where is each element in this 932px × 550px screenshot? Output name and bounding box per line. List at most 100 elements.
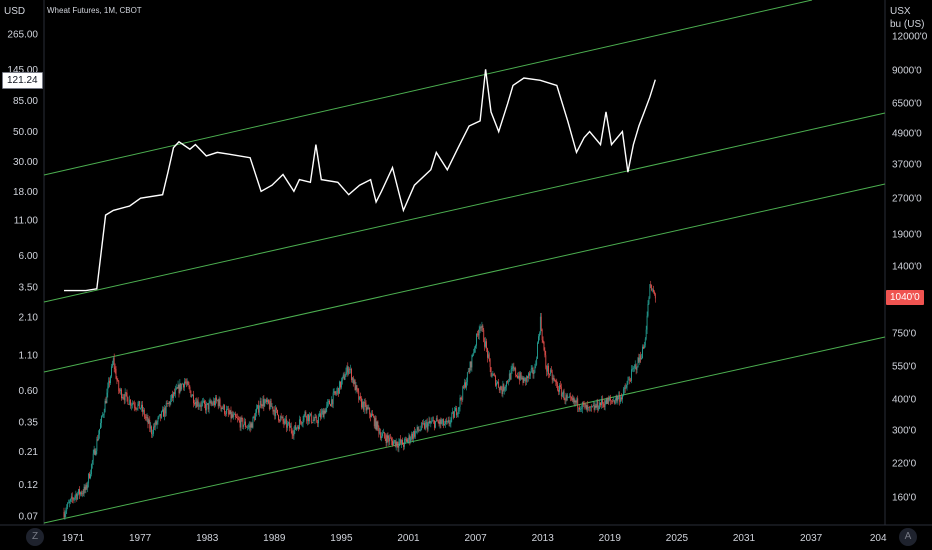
ratio-series-line[interactable]: [64, 69, 656, 292]
candle-body: [97, 439, 99, 441]
candle-body: [289, 425, 291, 428]
candle-body: [562, 391, 564, 394]
candle-body: [143, 409, 145, 417]
candle-body: [85, 485, 87, 490]
x-axis-tick-label: 2031: [733, 533, 756, 544]
candle-body: [219, 399, 221, 406]
candle-body: [110, 376, 111, 384]
channel-mid-lower-line[interactable]: [43, 183, 886, 373]
candle-body: [153, 426, 155, 428]
candle-body: [72, 498, 74, 500]
candle-body: [423, 423, 424, 424]
candle-body: [210, 401, 212, 404]
candle-body: [287, 423, 288, 428]
candle-body: [400, 439, 402, 444]
candle-body: [248, 425, 250, 427]
candle-body: [327, 402, 329, 405]
candle-body: [213, 400, 215, 405]
candle-body: [551, 371, 553, 380]
candle-body: [120, 389, 121, 391]
candle-body: [531, 368, 533, 369]
candle-body: [345, 371, 347, 377]
channel-middle-line[interactable]: [43, 112, 886, 303]
candle-body: [299, 419, 300, 430]
candle-body: [447, 420, 449, 422]
candle-body: [424, 422, 426, 429]
candle-body: [607, 398, 609, 404]
candle-body: [68, 502, 69, 504]
candle-body: [501, 389, 503, 395]
candle-body: [86, 485, 88, 489]
candle-body: [339, 381, 340, 394]
candle-body: [314, 416, 316, 421]
candle-body: [585, 404, 587, 410]
candle-body: [74, 495, 76, 499]
candle-body: [406, 439, 408, 442]
candle-body: [193, 394, 194, 404]
channel-lower-line[interactable]: [43, 336, 886, 524]
candle-body: [253, 416, 255, 418]
candle-body: [165, 403, 167, 414]
candle-body: [70, 496, 72, 499]
candle-body: [464, 382, 465, 388]
candle-body: [543, 341, 545, 350]
candle-body: [484, 341, 486, 347]
candle-body: [360, 396, 361, 399]
candle-body: [362, 401, 364, 410]
candle-body: [367, 407, 369, 409]
candle-body: [517, 375, 518, 379]
right-axis-unit: USX: [890, 6, 911, 17]
log-scale-toggle-left[interactable]: Z: [26, 528, 44, 546]
candle-body: [231, 414, 233, 419]
candle-body: [315, 416, 317, 418]
candle-body: [343, 374, 345, 380]
right-axis-tick-label: 400'0: [892, 395, 917, 406]
candle-body: [91, 460, 93, 465]
candle-body: [647, 303, 649, 316]
candle-body: [123, 397, 125, 401]
candle-body: [634, 364, 636, 366]
candle-body: [449, 423, 451, 424]
candle-body: [603, 403, 605, 407]
candle-body: [642, 346, 643, 359]
candle-body: [434, 420, 435, 428]
candle-body: [101, 416, 102, 424]
candle-body: [465, 382, 466, 388]
candle-body: [177, 384, 179, 389]
candle-body: [374, 417, 376, 427]
candle-body: [320, 412, 322, 418]
candle-body: [290, 425, 292, 431]
candle-body: [604, 404, 606, 407]
candle-body: [629, 379, 631, 381]
candle-body: [438, 421, 440, 425]
candle-body: [140, 408, 142, 409]
candle-body: [529, 371, 531, 376]
candle-body: [122, 397, 123, 399]
candle-body: [454, 411, 455, 418]
candle-body: [329, 400, 330, 405]
left-axis-tick-label: 0.21: [19, 447, 39, 458]
candle-body: [561, 393, 563, 397]
candle-body: [519, 372, 521, 381]
candle-body: [643, 345, 645, 349]
candle-body: [563, 391, 565, 400]
channel-upper-line[interactable]: [43, 0, 813, 176]
candle-body: [396, 441, 398, 446]
candle-body: [591, 406, 593, 408]
auto-scale-toggle[interactable]: A: [899, 528, 917, 546]
candle-body: [459, 397, 461, 407]
candle-body: [150, 426, 152, 429]
candle-body: [80, 492, 82, 495]
candle-body: [418, 430, 420, 431]
left-axis-tick-label: 2.10: [19, 313, 39, 324]
candle-body: [351, 369, 352, 381]
candle-body: [166, 403, 168, 404]
candle-body: [420, 429, 422, 431]
candle-body: [307, 414, 309, 421]
candle-body: [67, 503, 69, 508]
candle-body: [590, 406, 591, 408]
candle-body: [261, 405, 263, 407]
candle-body: [488, 354, 490, 360]
candle-body: [251, 423, 253, 428]
